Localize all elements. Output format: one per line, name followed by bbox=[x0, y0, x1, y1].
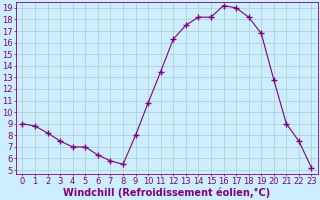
X-axis label: Windchill (Refroidissement éolien,°C): Windchill (Refroidissement éolien,°C) bbox=[63, 187, 271, 198]
